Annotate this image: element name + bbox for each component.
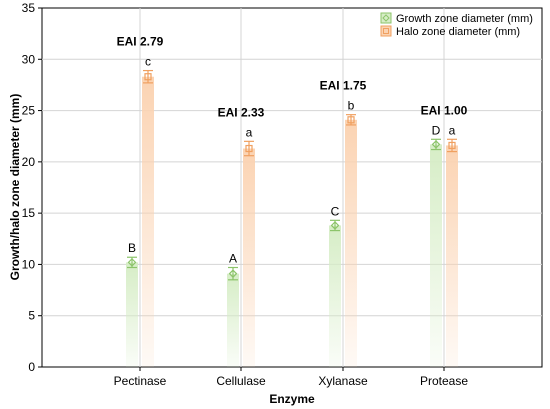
y-tick-label: 5	[28, 309, 35, 323]
x-tick-label: Protease	[420, 374, 468, 388]
eai-annotation: EAI 1.00	[421, 103, 468, 117]
bar	[243, 148, 255, 367]
bar	[227, 273, 239, 367]
significance-label: c	[145, 55, 151, 69]
significance-label: a	[449, 123, 456, 137]
eai-annotation: EAI 2.79	[117, 35, 164, 49]
y-tick-label: 30	[22, 52, 36, 66]
eai-annotation: EAI 2.33	[218, 105, 265, 119]
y-axis: 0 5 10 15 20 25 30 35	[22, 1, 42, 374]
x-tick-label: Pectinase	[114, 374, 167, 388]
y-tick-label: 0	[28, 360, 35, 374]
annotations-group: Bc EAI 2.79 Aa EAI 2.33 Cb EAI 1.75 D a EAI 1.00	[117, 35, 468, 266]
data-point-marker	[448, 141, 456, 150]
bar	[126, 262, 138, 367]
x-axis: Pectinase Cellulase Xylanase Protease	[114, 367, 468, 388]
bar	[446, 145, 458, 367]
eai-annotation: EAI 1.75	[320, 79, 367, 93]
plot-area	[41, 7, 543, 368]
data-point-marker	[245, 144, 253, 153]
significance-label: B	[128, 241, 136, 255]
x-tick-label: Cellulase	[216, 374, 266, 388]
y-tick-label: 15	[22, 206, 36, 220]
y-tick-label: 25	[22, 104, 36, 118]
significance-label: D	[432, 123, 441, 137]
significance-label: b	[348, 99, 355, 113]
y-tick-label: 10	[22, 257, 36, 271]
data-point-marker	[144, 73, 152, 81]
legend-swatch	[380, 12, 392, 24]
legend: Growth zone diameter (mm)Halo zone diame…	[380, 12, 533, 38]
grid-lines	[42, 8, 542, 367]
bar	[329, 225, 341, 367]
data-point-marker	[228, 269, 238, 279]
significance-label: A	[229, 252, 237, 266]
y-axis-title: Growth/halo zone diameter (mm)	[8, 94, 22, 281]
bar	[345, 119, 357, 367]
significance-label: C	[331, 204, 340, 218]
data-point-marker	[127, 258, 137, 267]
legend-marker	[383, 28, 389, 34]
legend-swatch	[380, 25, 392, 37]
legend-marker	[382, 14, 390, 22]
y-tick-label: 35	[22, 1, 36, 15]
data-point-marker	[330, 221, 340, 230]
x-tick-label: Xylanase	[318, 374, 368, 388]
data-point-marker	[431, 140, 441, 149]
legend-label: Halo zone diameter (mm)	[396, 26, 520, 38]
legend-label: Growth zone diameter (mm)	[396, 13, 533, 25]
significance-label: a	[246, 125, 253, 139]
bar	[430, 144, 442, 367]
bar	[142, 76, 154, 368]
y-tick-label: 20	[22, 155, 36, 169]
data-point-marker	[347, 116, 355, 124]
x-axis-title: Enzyme	[269, 392, 315, 406]
bars-group	[126, 69, 458, 368]
